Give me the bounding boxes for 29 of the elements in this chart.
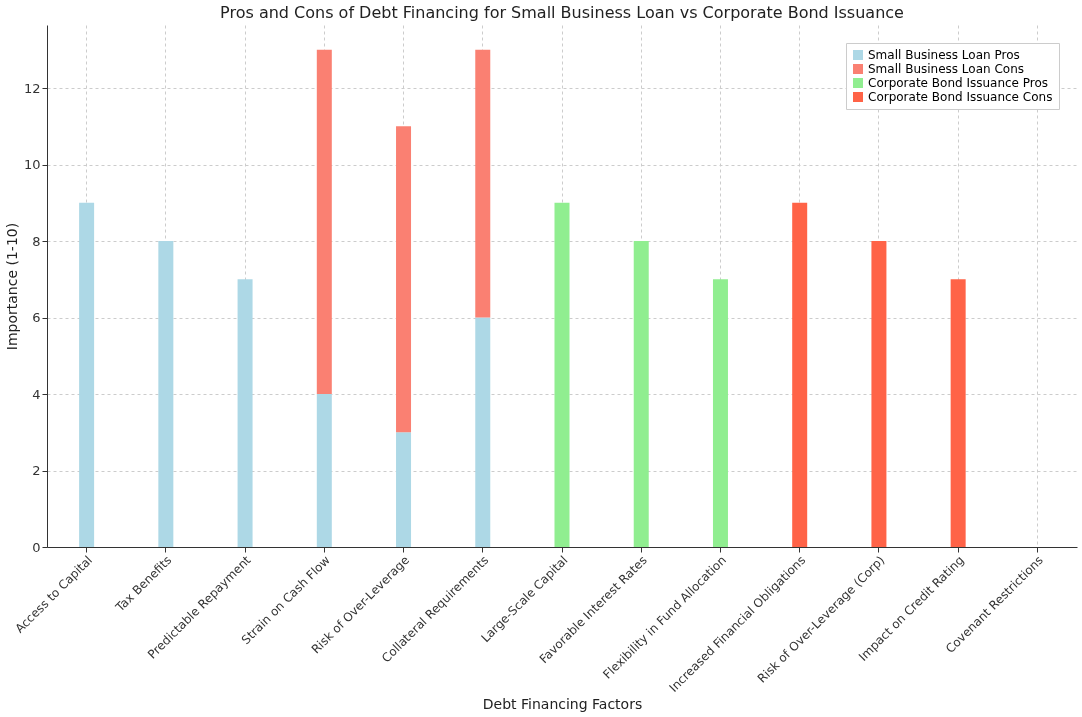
x-axis-title: Debt Financing Factors <box>482 696 643 713</box>
y-tick-label: 10 <box>23 157 41 173</box>
bar <box>475 317 491 547</box>
bar <box>396 126 412 433</box>
bar <box>792 202 808 547</box>
bar <box>871 241 887 547</box>
legend-label: Corporate Bond Issuance Cons <box>868 90 1053 104</box>
y-tick-label: 0 <box>32 539 41 555</box>
y-tick-label: 12 <box>23 80 41 96</box>
y-tick-label: 2 <box>32 463 41 479</box>
y-tick-label: 6 <box>32 310 41 326</box>
legend-label: Small Business Loan Cons <box>868 62 1025 76</box>
bar <box>712 279 728 547</box>
legend-label: Corporate Bond Issuance Pros <box>868 76 1049 90</box>
bar <box>237 279 253 547</box>
chart-title: Pros and Cons of Debt Financing for Small Business Loan vs Corporate Bond Issuance <box>220 3 904 22</box>
bar <box>316 394 332 547</box>
y-tick-label: 8 <box>32 233 41 249</box>
y-tick-label: 4 <box>32 386 41 402</box>
legend-label: Small Business Loan Pros <box>868 48 1020 62</box>
bar <box>633 241 649 547</box>
bar <box>396 432 412 547</box>
bar <box>79 202 95 547</box>
bar <box>158 241 174 547</box>
y-axis-title: Importance (1-10) <box>3 222 20 351</box>
bar <box>950 279 966 547</box>
bar <box>554 202 570 547</box>
bar <box>316 49 332 395</box>
bar <box>475 49 491 318</box>
